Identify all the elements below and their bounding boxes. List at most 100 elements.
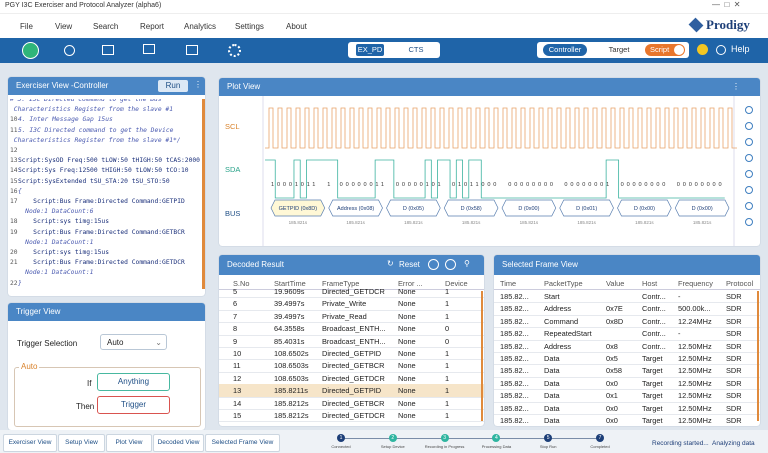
scrollbar[interactable] (202, 99, 205, 289)
table-row[interactable] (494, 327, 760, 341)
bus-frame-label: D (0x00) (692, 206, 713, 212)
table-cell: SDR (726, 341, 742, 351)
device-button[interactable] (143, 44, 155, 54)
table-cell: 10 (233, 349, 242, 358)
menu-item[interactable]: Search (93, 22, 119, 31)
then-value-button[interactable]: Trigger (97, 396, 170, 414)
table-row[interactable] (219, 359, 484, 373)
step-label: Stop Run (539, 444, 557, 449)
bottom-tab[interactable]: Exerciser View (3, 434, 57, 452)
signal-label: SCL (225, 122, 240, 131)
table-row[interactable] (494, 377, 760, 391)
trigger-dropdown[interactable]: Auto ⌄ (100, 334, 167, 350)
table-row[interactable] (219, 285, 484, 299)
plot-tool (745, 154, 753, 162)
time-label: 185.821s (577, 220, 596, 225)
auto-group (14, 367, 201, 427)
folder-button[interactable] (102, 45, 114, 55)
table-cell: Directed_GETPID (322, 386, 382, 396)
prev-button[interactable] (428, 259, 439, 270)
table-row[interactable] (219, 335, 484, 348)
table-row[interactable] (494, 302, 760, 316)
table-cell: SDR (726, 292, 742, 301)
next-button[interactable] (445, 259, 456, 270)
table-row[interactable] (219, 310, 484, 324)
table-cell: 0 (445, 324, 450, 334)
table-row[interactable] (219, 397, 484, 410)
table-cell: None (398, 299, 416, 309)
table-cell: 185.82... (500, 391, 529, 401)
table-cell: Directed_GETBCR (322, 398, 385, 408)
reset-icon[interactable]: ↻ (387, 259, 394, 268)
role-option[interactable]: Controller (543, 44, 587, 56)
table-cell: SDR (726, 329, 742, 339)
time-label: 185.821s (693, 220, 712, 225)
menu-item[interactable]: Settings (235, 22, 264, 31)
table-row[interactable] (494, 414, 760, 426)
exerciser-header: Exerciser View -Controller (8, 77, 205, 95)
table-row[interactable] (494, 352, 760, 366)
table-row[interactable] (494, 402, 760, 415)
code-line (18, 147, 22, 154)
pause-button[interactable] (64, 45, 75, 56)
menu-item[interactable]: Analytics (184, 22, 217, 31)
column-header: Host (642, 279, 658, 288)
table-row[interactable] (219, 384, 484, 398)
bottom-tab[interactable]: Selected Frame View (205, 434, 280, 452)
settings-button[interactable] (228, 44, 241, 57)
table-row[interactable] (494, 364, 760, 378)
table-cell: Target (642, 378, 663, 388)
scrollbar[interactable] (481, 291, 483, 421)
step-circle: 7 (596, 434, 604, 442)
code-line: Node:1 DataCount:1 (10, 269, 94, 277)
table-cell: 12 (233, 373, 242, 383)
help-icon[interactable] (716, 45, 726, 55)
mode-tab[interactable]: EX_PD (356, 44, 384, 56)
table-row[interactable] (219, 322, 484, 336)
table-row[interactable] (494, 389, 760, 403)
menu-dots[interactable]: ⋮ (194, 80, 202, 89)
help-button[interactable]: Help (731, 44, 750, 54)
signal-label: SDA (225, 165, 240, 174)
sda-bits: 00000011 (340, 182, 387, 188)
plot-tool (745, 170, 753, 178)
table-row[interactable] (494, 315, 760, 329)
waveform-plot[interactable]: SCL SDA BUS 10001011 1 00000011 00000101 010110… (219, 96, 760, 246)
table-cell: Address (544, 341, 572, 351)
menu-item[interactable]: View (55, 22, 73, 31)
table-row[interactable] (219, 297, 484, 311)
time-label: 185.821s (462, 220, 481, 225)
table-row[interactable] (494, 340, 760, 353)
code-line: Script:Bus Frame:Directed Command:GETBCR (18, 228, 185, 236)
reset-button[interactable]: Reset (399, 260, 420, 269)
table-row[interactable] (219, 347, 484, 361)
table-row[interactable] (494, 290, 760, 304)
bottom-tab[interactable]: Decoded View (153, 434, 204, 452)
plot-tool (745, 106, 753, 114)
power-button[interactable] (22, 42, 39, 59)
table-cell: Command (544, 316, 579, 326)
if-value-button[interactable]: Anything (97, 373, 170, 391)
table-cell: 15 (233, 411, 242, 420)
code-editor[interactable]: # 3. I3C Directed command to get the Bus… (8, 99, 203, 296)
window-controls[interactable]: — □ ✕ (712, 0, 741, 9)
bottom-tab[interactable]: Plot View (106, 434, 152, 452)
role-option[interactable]: Target (608, 45, 630, 54)
save-button[interactable] (186, 45, 198, 55)
menu-item[interactable]: File (20, 22, 33, 31)
search-button[interactable]: ⚲ (464, 259, 470, 268)
sda-waveform (265, 159, 725, 199)
time-label: 185.821s (520, 220, 539, 225)
mode-tab[interactable]: CTS (408, 45, 424, 54)
bottom-tab[interactable]: Setup View (58, 434, 105, 452)
menu-item[interactable]: About (286, 22, 307, 31)
table-row[interactable] (219, 409, 484, 423)
table-cell: Contr... (642, 292, 666, 301)
scrollbar[interactable] (757, 291, 759, 421)
table-cell: 13 (233, 386, 242, 396)
menu-item[interactable]: Report (140, 22, 165, 31)
code-line: Script:SysExtended tSU_STA:20 tSU_STO:50 (18, 177, 170, 185)
table-cell: Directed_GETPID (322, 349, 382, 358)
table-cell: Contr... (642, 329, 666, 339)
run-button[interactable]: Run (158, 80, 188, 92)
